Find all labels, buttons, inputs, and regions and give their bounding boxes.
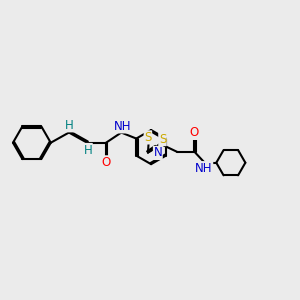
Text: H: H xyxy=(65,119,74,132)
Text: NH: NH xyxy=(195,162,213,175)
Text: NH: NH xyxy=(114,120,131,133)
Text: O: O xyxy=(101,156,111,169)
Text: S: S xyxy=(144,131,152,144)
Text: N: N xyxy=(154,146,162,159)
Text: H: H xyxy=(83,143,92,157)
Text: O: O xyxy=(190,126,199,140)
Text: S: S xyxy=(159,133,166,146)
